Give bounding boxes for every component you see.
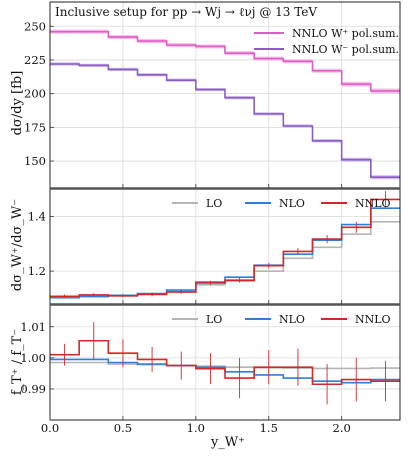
y-tick-label: 1.01 [20, 320, 46, 334]
x-tick-label: 1.5 [260, 421, 278, 435]
y-tick-label: 1.4 [28, 209, 46, 223]
x-tick-label: 1.0 [187, 421, 205, 435]
x-tick-label: 0.5 [114, 421, 132, 435]
legends-layer: NNLO W⁺ pol.sum. NNLO W⁻ pol.sum. LO NLO NNL… [172, 27, 399, 326]
series-layer [50, 30, 400, 405]
legend-label: NNLO W⁺ pol.sum. [292, 27, 399, 40]
y-tick-label: 1.2 [28, 264, 46, 278]
chart-title: Inclusive setup for pp → Wj → ℓνj @ 13 T… [55, 5, 317, 19]
y-tick-label: 0.99 [20, 382, 46, 396]
series-line-lo [50, 221, 400, 298]
panel-frame [49, 188, 401, 305]
legend-label: NLO [279, 313, 305, 326]
y-tick-label: 200 [24, 87, 46, 101]
y-axis-label-cross-section: dσ/dy [fb] [10, 71, 25, 136]
legend-label: LO [206, 197, 222, 210]
legend-label: NNLO W⁻ pol.sum. [292, 43, 399, 56]
legend-label: NNLO [355, 313, 391, 326]
y-axis-label-ratio: dσ_W⁺/dσ_W⁻ [10, 199, 25, 291]
frames-layer [49, 1, 401, 421]
series-line-nnlowpolsum [50, 63, 400, 179]
y-tick-label: 150 [24, 154, 46, 168]
x-tick-label: 2.0 [333, 421, 351, 435]
y-tick-label: 1.00 [20, 351, 46, 365]
series-line-nnlowpolsum [50, 30, 400, 92]
x-axis-label: y_W⁺ [210, 435, 245, 450]
series-line-nnlo [50, 339, 400, 386]
legend-label: LO [206, 313, 222, 326]
y-tick-label: 250 [24, 19, 46, 33]
series-line-nnlo [50, 198, 400, 298]
legend-label: NLO [279, 197, 305, 210]
legend-label: NNLO [355, 197, 391, 210]
y-axis-label-polarization-ratio: f_T⁺ / f_T⁻ [10, 329, 25, 395]
x-tick-label: 0.0 [41, 421, 59, 435]
ticks-layer: 150 175 200 225 250 1.2 1.4 0.99 1.00 1.01 0.0 0.5 1… [20, 19, 350, 435]
y-tick-label: 175 [24, 120, 46, 134]
y-tick-label: 225 [24, 53, 46, 67]
